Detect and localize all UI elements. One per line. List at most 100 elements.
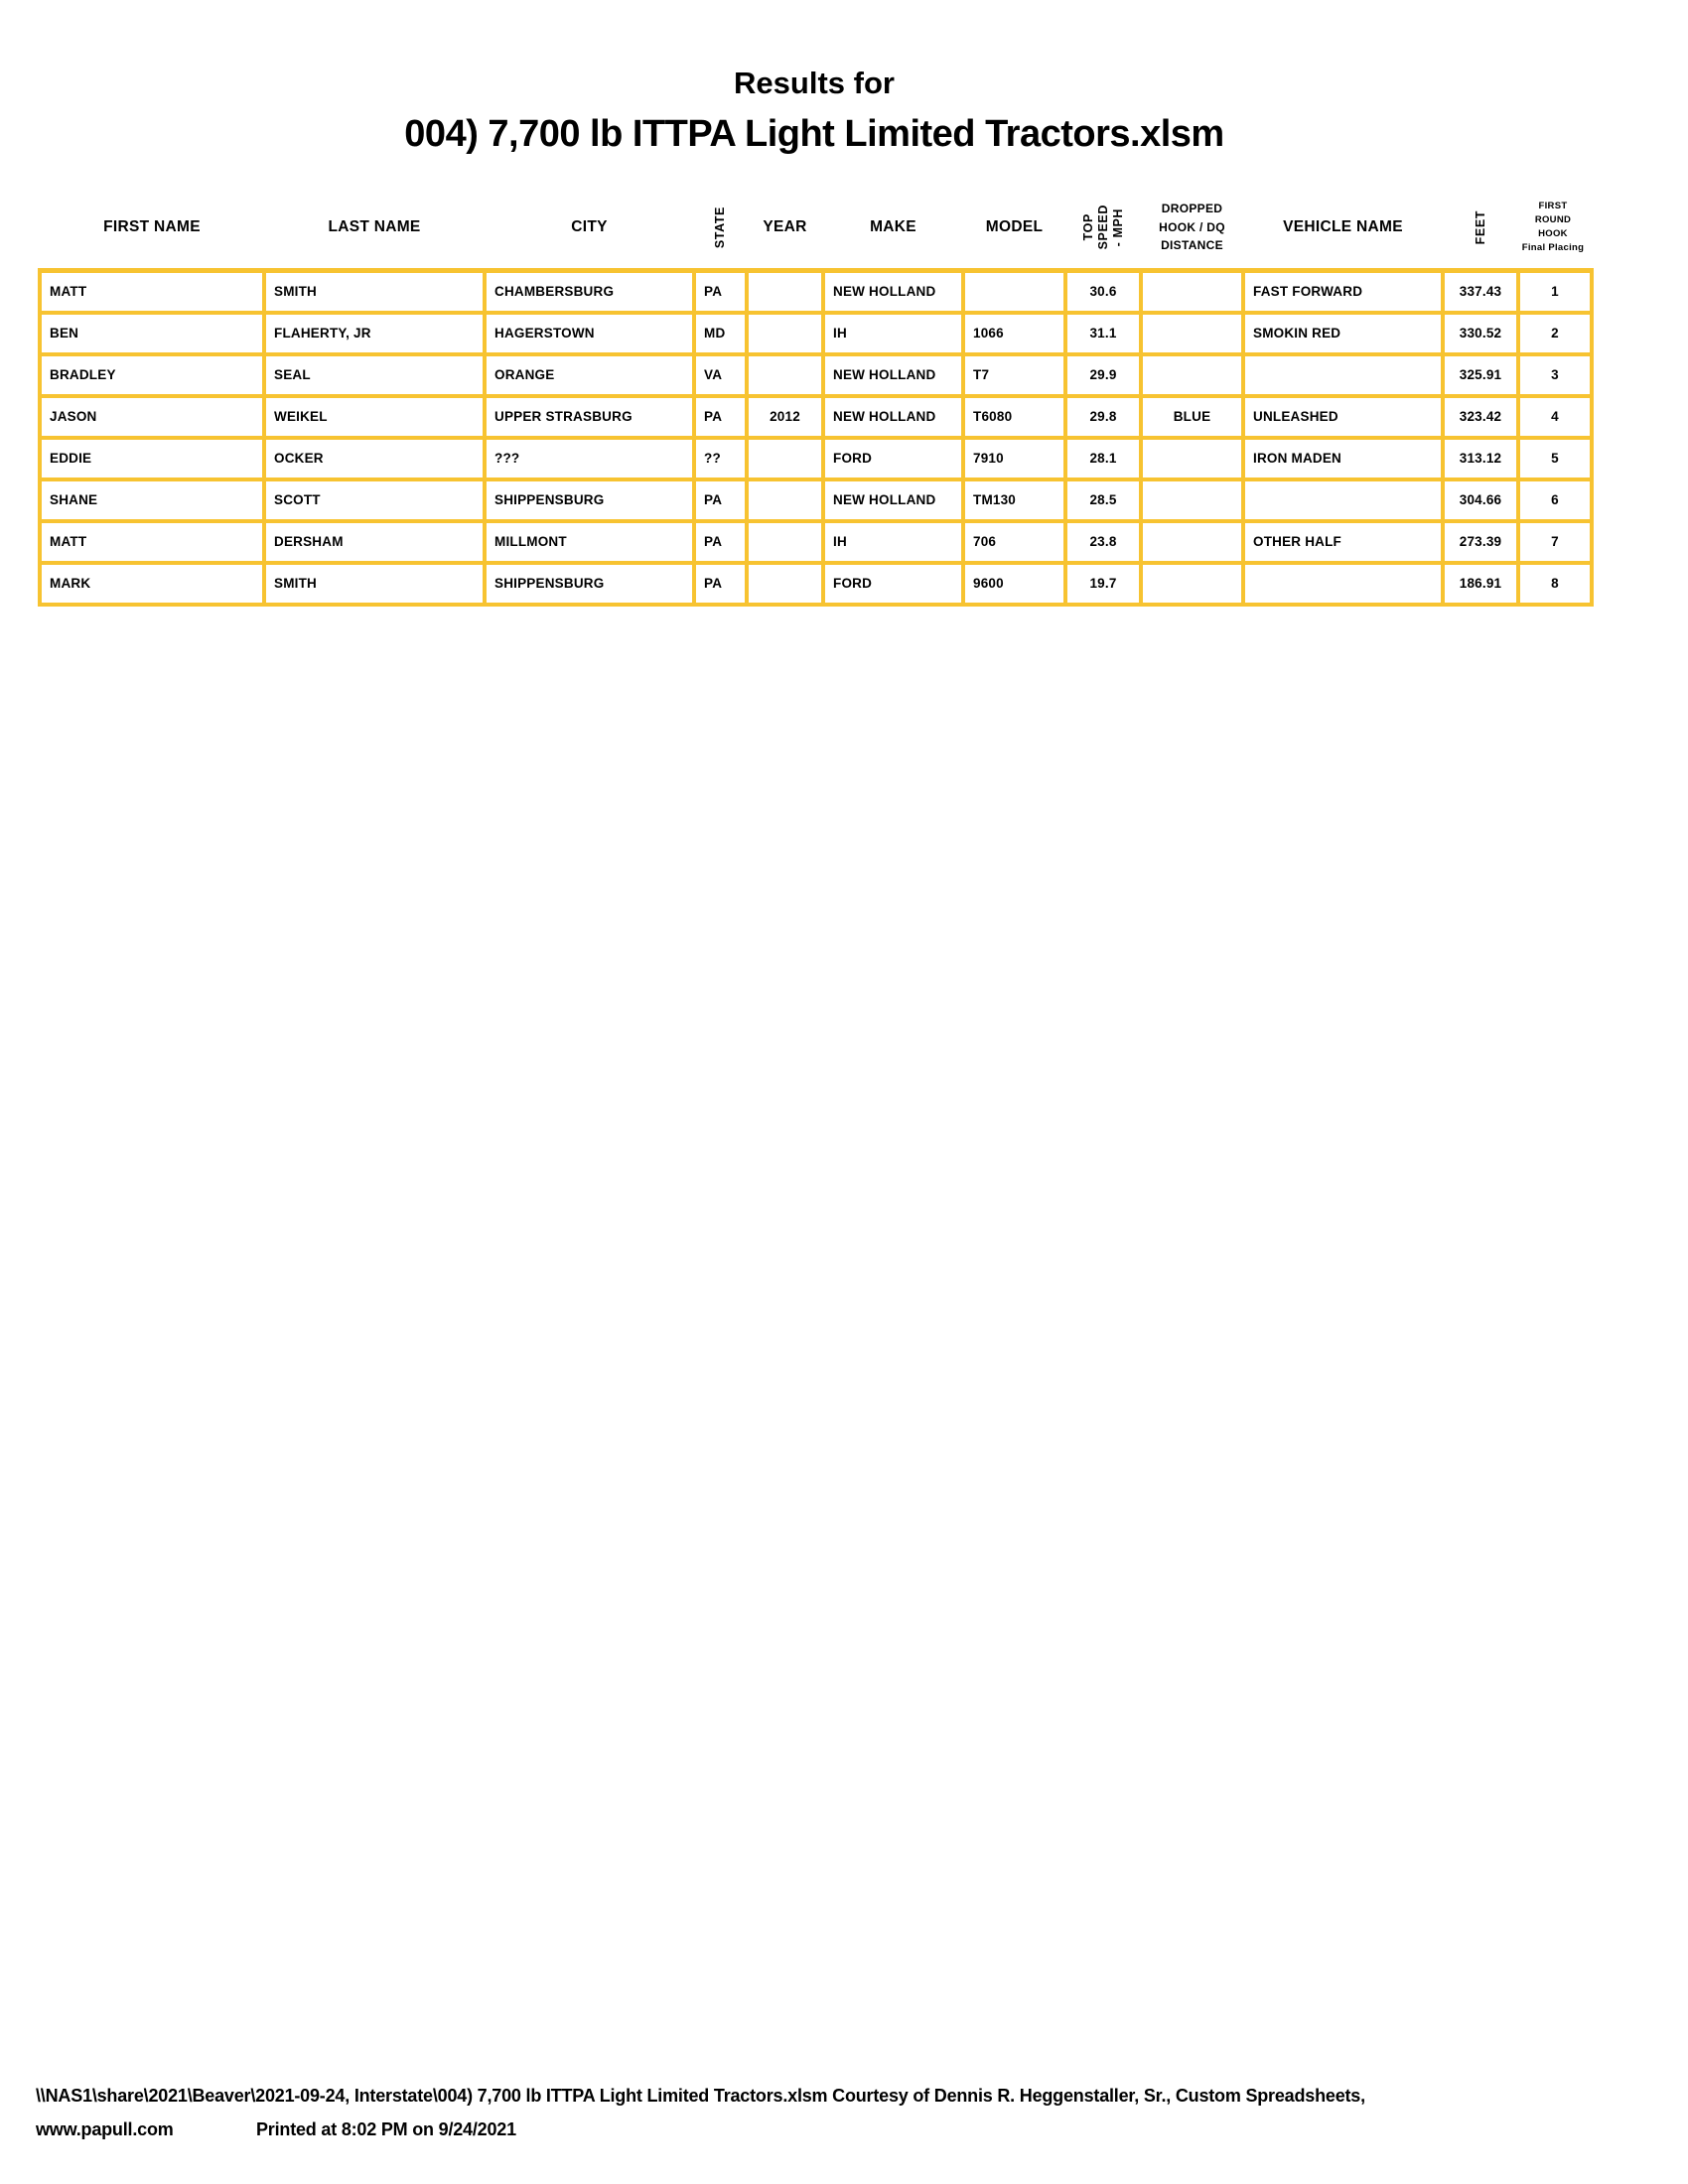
cell-first_name: MARK: [42, 565, 266, 603]
cell-model: 7910: [965, 440, 1067, 478]
cell-state: MD: [696, 315, 749, 352]
cell-vehicle_name: FAST FORWARD: [1245, 273, 1445, 311]
cell-city: ORANGE: [487, 356, 696, 394]
cell-first_name: JASON: [42, 398, 266, 436]
cell-model: 9600: [965, 565, 1067, 603]
cell-city: ???: [487, 440, 696, 478]
cell-year: [749, 315, 825, 352]
cell-top_speed: 31.1: [1067, 315, 1143, 352]
cell-placing: 6: [1551, 492, 1559, 507]
table-row: BEN FLAHERTY, JR HAGERSTOWN MD IH 1066 31.1 SMO…: [38, 315, 1594, 356]
cell-make: FORD: [825, 565, 965, 603]
title-block: Results for 004) 7,700 lb ITTPA Light Li…: [0, 66, 1628, 156]
cell-vehicle_name: UNLEASHED: [1245, 398, 1445, 436]
footer-second-line: www.papull.com Printed at 8:02 PM on 9/24…: [36, 2113, 1365, 2146]
cell-placing: 1: [1551, 284, 1559, 299]
column-header-dropped: DROPPED HOOK / DQ DISTANCE: [1159, 202, 1225, 253]
cell-make: NEW HOLLAND: [825, 273, 965, 311]
cell-vehicle_name: [1245, 565, 1445, 603]
table-row: MARK SMITH SHIPPENSBURG PA FORD 9600 19.7 186.9…: [38, 565, 1594, 607]
cell-year: [749, 565, 825, 603]
cell-feet: 330.52: [1445, 315, 1520, 352]
cell-first_name: BEN: [42, 315, 266, 352]
results-table: FIRST NAME LAST NAME CITY STATE YEAR MAKE MODE…: [38, 187, 1594, 607]
cell-first_name: MATT: [42, 273, 266, 311]
cell-first_name: SHANE: [42, 481, 266, 519]
column-header-first_name: FIRST NAME: [103, 217, 201, 235]
cell-model: TM130: [965, 481, 1067, 519]
cell-last_name: FLAHERTY, JR: [266, 315, 487, 352]
table-row: SHANE SCOTT SHIPPENSBURG PA NEW HOLLAND TM130…: [38, 481, 1594, 523]
column-header-feet: FEET: [1445, 187, 1520, 268]
cell-year: 2012: [749, 398, 825, 436]
column-header-city: CITY: [571, 217, 608, 235]
cell-make: FORD: [825, 440, 965, 478]
cell-feet: 325.91: [1445, 356, 1520, 394]
table-row: BRADLEY SEAL ORANGE VA NEW HOLLAND T7 29.9 325.…: [38, 356, 1594, 398]
cell-top_speed: 28.1: [1067, 440, 1143, 478]
cell-placing: 5: [1551, 451, 1559, 466]
cell-make: IH: [825, 315, 965, 352]
column-header-top_speed: TOP SPEED - MPH: [1067, 187, 1143, 268]
cell-first_name: MATT: [42, 523, 266, 561]
cell-make: NEW HOLLAND: [825, 481, 965, 519]
cell-year: [749, 481, 825, 519]
footer-printed-timestamp: Printed at 8:02 PM on 9/24/2021: [256, 2119, 516, 2139]
cell-last_name: SEAL: [266, 356, 487, 394]
cell-state: PA: [696, 398, 749, 436]
cell-dropped: BLUE: [1143, 398, 1245, 436]
cell-dropped: [1143, 440, 1245, 478]
cell-city: CHAMBERSBURG: [487, 273, 696, 311]
cell-make: NEW HOLLAND: [825, 398, 965, 436]
cell-state: PA: [696, 481, 749, 519]
cell-model: T6080: [965, 398, 1067, 436]
cell-model: T7: [965, 356, 1067, 394]
cell-city: HAGERSTOWN: [487, 315, 696, 352]
cell-model: 1066: [965, 315, 1067, 352]
column-header-placing: FIRST ROUND HOOK Final Placing: [1521, 200, 1585, 254]
cell-top_speed: 30.6: [1067, 273, 1143, 311]
cell-year: [749, 356, 825, 394]
cell-last_name: SMITH: [266, 273, 487, 311]
table-row: MATT DERSHAM MILLMONT PA IH 706 23.8 OTHER HALF…: [38, 523, 1594, 565]
column-header-model: MODEL: [985, 217, 1044, 235]
cell-year: [749, 523, 825, 561]
footer-website: www.papull.com: [36, 2119, 174, 2139]
cell-last_name: DERSHAM: [266, 523, 487, 561]
cell-top_speed: 28.5: [1067, 481, 1143, 519]
cell-placing: 7: [1551, 534, 1559, 549]
cell-dropped: [1143, 273, 1245, 311]
cell-dropped: [1143, 356, 1245, 394]
cell-vehicle_name: OTHER HALF: [1245, 523, 1445, 561]
cell-year: [749, 273, 825, 311]
cell-top_speed: 19.7: [1067, 565, 1143, 603]
cell-last_name: WEIKEL: [266, 398, 487, 436]
cell-vehicle_name: IRON MADEN: [1245, 440, 1445, 478]
cell-vehicle_name: [1245, 481, 1445, 519]
page-title: Results for: [734, 66, 895, 100]
cell-dropped: [1143, 523, 1245, 561]
column-header-top_speed-rotated-label: TOP SPEED - MPH: [1080, 205, 1125, 250]
cell-first_name: BRADLEY: [42, 356, 266, 394]
cell-feet: 304.66: [1445, 481, 1520, 519]
column-header-last_name: LAST NAME: [328, 217, 421, 235]
cell-model: [965, 273, 1067, 311]
column-header-make: MAKE: [870, 217, 916, 235]
cell-first_name: EDDIE: [42, 440, 266, 478]
cell-vehicle_name: [1245, 356, 1445, 394]
cell-last_name: SCOTT: [266, 481, 487, 519]
footer-file-path: \\NAS1\share\2021\Beaver\2021-09-24, Int…: [36, 2086, 1365, 2106]
cell-feet: 313.12: [1445, 440, 1520, 478]
column-header-state-rotated-label: STATE: [713, 205, 727, 249]
cell-state: PA: [696, 565, 749, 603]
column-header-state: STATE: [696, 187, 749, 268]
cell-state: ??: [696, 440, 749, 478]
table-body: MATT SMITH CHAMBERSBURG PA NEW HOLLAND 30.6 FA…: [38, 268, 1594, 607]
page-subtitle: 004) 7,700 lb ITTPA Light Limited Tracto…: [404, 113, 1224, 155]
cell-state: PA: [696, 273, 749, 311]
cell-state: VA: [696, 356, 749, 394]
table-row: JASON WEIKEL UPPER STRASBURG PA 2012 NEW HOLL…: [38, 398, 1594, 440]
cell-make: IH: [825, 523, 965, 561]
cell-state: PA: [696, 523, 749, 561]
